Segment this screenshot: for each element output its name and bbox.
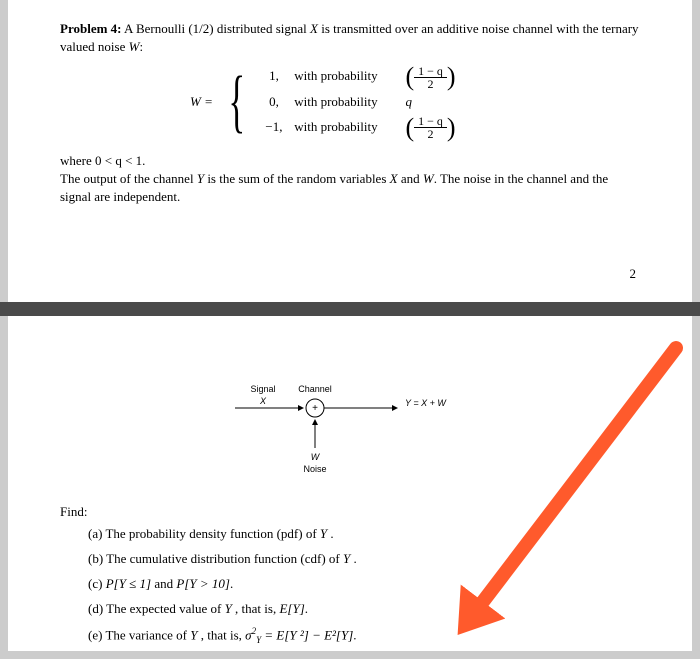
d-var: Y (225, 601, 232, 616)
b-post: . (350, 551, 357, 566)
var-w: W (129, 39, 140, 54)
diag-x-label: X (259, 396, 267, 406)
diag-noise-label: Noise (303, 464, 326, 474)
find-label: Find: (60, 504, 640, 520)
a-post: . (327, 526, 334, 541)
case-row-0: 1, with probability (1 − q2) (257, 68, 456, 83)
diag-output-label: Y = X + W (405, 398, 447, 408)
c-pre: (c) (88, 576, 106, 591)
problem-label: Problem 4: (60, 21, 122, 36)
case-text-0: with probability (294, 64, 402, 89)
var-x: X (310, 21, 318, 36)
rparen-0: ) (447, 65, 456, 89)
e-pre: (e) The variance of (88, 627, 190, 642)
e-expr: = E[Y ²] − E²[Y] (261, 627, 353, 642)
where-2e: and (398, 171, 423, 186)
case-val-0: 1, (257, 64, 291, 89)
page-gap (0, 302, 700, 316)
case-val-1: 0, (257, 90, 291, 115)
diagram-svg: Signal X Channel + Y = X + W W Noise (225, 380, 475, 480)
d-pre: (d) The expected value of (88, 601, 225, 616)
piecewise-eqn: W = { 1, with probability (1 − q2) 0, wi… (60, 64, 640, 140)
case-row-1: 0, with probability q (257, 94, 412, 109)
page-number: 2 (630, 266, 637, 282)
stmt-1: A Bernoulli (1/2) distributed signal (124, 21, 310, 36)
case-text-1: with probability (294, 90, 402, 115)
where-2c: is the sum of the random variables (204, 171, 390, 186)
frac-2: 1 − q2 (414, 115, 447, 140)
den-0: 2 (414, 78, 447, 90)
diag-channel-label: Channel (298, 384, 332, 394)
c-mid: and (151, 576, 176, 591)
c-expr1: P[Y ≤ 1] (106, 576, 151, 591)
diag-signal-label: Signal (250, 384, 275, 394)
where-block: where 0 < q < 1. The output of the chann… (60, 152, 640, 207)
rparen-2: ) (447, 116, 456, 140)
where-2a: The output of the channel (60, 171, 197, 186)
page-top: Problem 4: A Bernoulli (1/2) distributed… (8, 0, 692, 302)
where-2f: W (423, 171, 434, 186)
find-block: Find: (a) The probability density functi… (60, 504, 640, 646)
find-item-e: (e) The variance of Y , that is, σ2Y = E… (88, 626, 640, 647)
cases-block: 1, with probability (1 − q2) 0, with pro… (257, 64, 456, 140)
d-post: . (305, 601, 308, 616)
case-text-2: with probability (294, 115, 402, 140)
where-2d: X (390, 171, 398, 186)
e-var: Y (190, 627, 197, 642)
find-item-c: (c) P[Y ≤ 1] and P[Y > 10]. (88, 576, 640, 593)
a-pre: (a) The probability density function (pd… (88, 526, 320, 541)
problem-statement: Problem 4: A Bernoulli (1/2) distributed… (60, 20, 640, 56)
page-bottom: Signal X Channel + Y = X + W W Noise Fin… (8, 316, 692, 651)
where-2b: Y (197, 171, 204, 186)
where-a: where (60, 153, 95, 168)
channel-diagram: Signal X Channel + Y = X + W W Noise (225, 380, 475, 480)
case-sym-1: q (405, 94, 412, 109)
where-b: 0 < q < 1. (95, 153, 145, 168)
diag-w-label: W (311, 452, 321, 462)
find-item-a: (a) The probability density function (pd… (88, 526, 640, 543)
case-val-2: −1, (257, 115, 291, 140)
num-0: 1 − q (414, 65, 447, 78)
c-post: . (230, 576, 233, 591)
diag-plus: + (312, 403, 318, 414)
c-expr2: P[Y > 10] (176, 576, 230, 591)
w-equals: W = (190, 90, 213, 115)
den-2: 2 (414, 128, 447, 140)
left-brace: { (229, 72, 246, 132)
find-item-d: (d) The expected value of Y , that is, E… (88, 601, 640, 618)
frac-0: 1 − q2 (414, 65, 447, 90)
d-expr: E[Y] (279, 601, 304, 616)
stmt-colon: : (139, 39, 143, 54)
b-pre: (b) The cumulative distribution function… (88, 551, 343, 566)
lparen-0: ( (405, 65, 414, 89)
find-item-b: (b) The cumulative distribution function… (88, 551, 640, 568)
e-mid: , that is, (198, 627, 246, 642)
lparen-2: ( (405, 116, 414, 140)
e-post: . (353, 627, 356, 642)
d-mid: , that is, (232, 601, 280, 616)
case-row-2: −1, with probability (1 − q2) (257, 119, 456, 134)
